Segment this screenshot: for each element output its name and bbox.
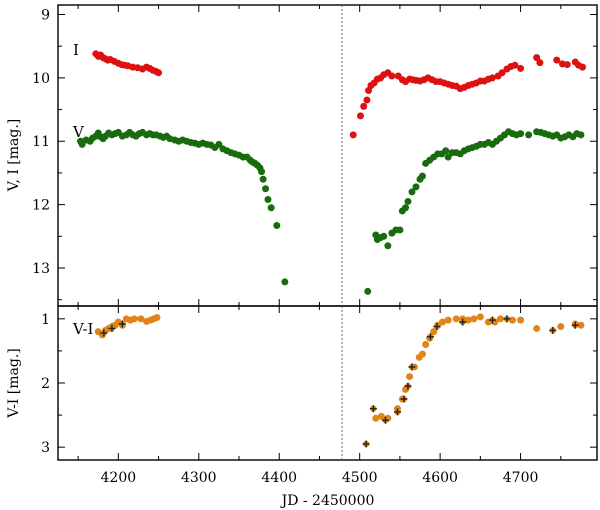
y-tick-label: 13 (32, 261, 50, 277)
data-point (476, 313, 484, 321)
data-point (439, 318, 447, 326)
series-v (77, 128, 585, 295)
data-point (130, 315, 138, 323)
data-point (360, 102, 368, 110)
data-point (408, 188, 416, 196)
data-point (418, 172, 426, 180)
x-tick-label: 4500 (342, 470, 378, 486)
data-point (496, 315, 504, 323)
data-point (372, 414, 380, 422)
data-point (402, 204, 410, 212)
data-point (380, 232, 388, 240)
data-point (384, 242, 392, 250)
x-tick-label: 4300 (181, 470, 217, 486)
top-y-axis-label: V, I [mag.] (6, 119, 22, 193)
data-point (78, 140, 86, 148)
data-point (444, 316, 452, 324)
label-V: V (72, 123, 85, 141)
data-point (509, 316, 517, 324)
y-tick-label: 11 (32, 134, 50, 150)
y-tick-label: 12 (32, 198, 50, 214)
data-point (412, 183, 420, 191)
panel-frame (57, 305, 598, 461)
label-V-I: V-I (72, 320, 94, 338)
series-i (92, 50, 587, 139)
data-point (557, 323, 565, 331)
series-v-i-cross- (100, 315, 579, 448)
data-point (517, 316, 525, 324)
data-point (349, 131, 357, 139)
x-tick-label: 4700 (503, 470, 539, 486)
data-point (470, 315, 478, 323)
x-axis-label: JD - 2450000 (280, 493, 375, 509)
data-point (430, 328, 438, 336)
data-point (579, 63, 587, 71)
data-point (258, 168, 266, 176)
data-point (281, 278, 289, 286)
data-point (488, 74, 496, 82)
series-v-i (94, 313, 585, 422)
label-I: I (73, 41, 79, 59)
data-point (273, 222, 281, 230)
data-point (259, 175, 267, 183)
x-tick-label: 4200 (101, 470, 137, 486)
data-point (155, 69, 163, 77)
data-point (356, 112, 364, 120)
data-point (533, 324, 541, 332)
data-point (563, 61, 571, 69)
data-point (388, 72, 396, 80)
x-tick-label: 4600 (422, 470, 458, 486)
panel-frame (57, 4, 598, 307)
data-point (262, 185, 270, 193)
data-point (577, 131, 585, 139)
data-point (422, 341, 430, 348)
data-point (442, 147, 450, 155)
data-point (517, 130, 525, 138)
data-point (464, 316, 472, 324)
bottom-y-axis-label: V-I [mag.] (6, 348, 22, 419)
data-point (444, 153, 452, 161)
y-tick-label: 9 (41, 8, 50, 24)
data-point (137, 315, 145, 323)
data-point (498, 69, 506, 77)
y-tick-label: 3 (41, 440, 50, 456)
data-point (396, 226, 404, 234)
data-point (553, 56, 561, 64)
data-point (525, 131, 533, 139)
data-point (364, 287, 372, 295)
y-tick-label: 2 (41, 376, 50, 392)
data-point (406, 373, 414, 381)
data-point (511, 61, 519, 69)
x-tick-label: 4400 (261, 470, 297, 486)
data-point (404, 197, 412, 205)
y-tick-label: 1 (41, 312, 50, 328)
data-point (452, 315, 460, 323)
data-point (267, 204, 275, 212)
data-point (517, 64, 525, 72)
data-point (418, 350, 426, 358)
top-panel: 9 10 11 12 13 (32, 4, 598, 307)
data-point (536, 59, 544, 67)
data-point (264, 196, 272, 204)
data-point (577, 321, 585, 329)
y-tick-label: 10 (32, 71, 50, 87)
bottom-panel: 4200 4300 4400 4500 4600 4700 1 2 3 (41, 305, 598, 486)
data-point (363, 96, 371, 104)
data-point (533, 54, 541, 62)
data-point (215, 140, 223, 148)
data-point (153, 314, 161, 322)
